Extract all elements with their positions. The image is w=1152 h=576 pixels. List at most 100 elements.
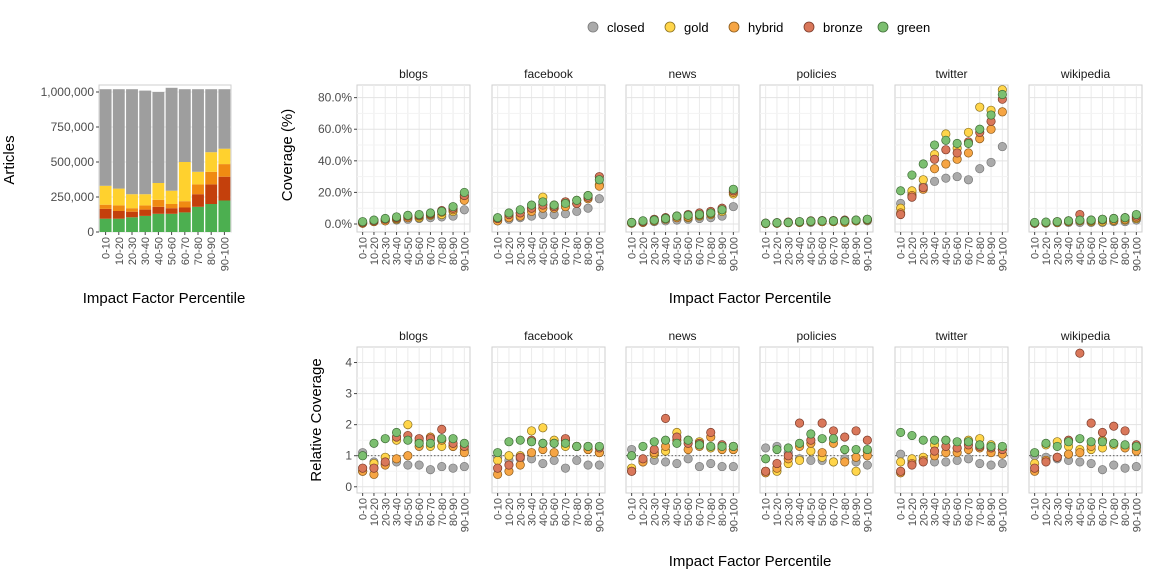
relative-point-blogs-closed xyxy=(448,463,458,473)
relative-point-policies-hybrid xyxy=(840,457,850,467)
relative-point-wikipedia-bronze xyxy=(1041,457,1051,467)
relative-point-wikipedia-closed xyxy=(1120,463,1130,473)
coverage-point-news-green xyxy=(672,211,682,221)
relative-x-tick-label: 40-50 xyxy=(1075,498,1087,526)
relative-point-twitter-green xyxy=(986,441,996,451)
bar-chart: 0 250,000 500,000 750,000 1,000,000 0-10 10-20… xyxy=(41,84,232,271)
relative-x-tick-label: 10-20 xyxy=(504,498,516,526)
relative-x-tick-label: 50-60 xyxy=(952,498,964,526)
relative-point-blogs-green xyxy=(459,438,469,448)
relative-point-policies-green xyxy=(817,434,827,444)
bar-bronze-40-50 xyxy=(152,206,165,214)
coverage-x-tick-label: 20-30 xyxy=(918,237,930,265)
relative-point-policies-bronze xyxy=(772,458,782,469)
relative-x-tick-label: 40-50 xyxy=(941,498,953,526)
relative-x-tick-label: 40-50 xyxy=(672,498,684,526)
coverage-x-tick-label: 50-60 xyxy=(1086,237,1098,265)
coverage-point-facebook-green xyxy=(594,175,604,185)
relative-x-tick-label: 40-50 xyxy=(538,498,550,526)
relative-x-tick-label: 90-100 xyxy=(728,498,740,532)
coverage-x-tick-label: 60-70 xyxy=(828,237,840,265)
coverage-x-tick-label: 20-30 xyxy=(515,237,527,265)
relative-point-blogs-green xyxy=(403,435,413,445)
relative-point-wikipedia-green xyxy=(1030,448,1040,458)
bar-gold-30-40 xyxy=(139,194,152,206)
coverage-x-tick-label: 40-50 xyxy=(806,237,818,265)
coverage-point-facebook-green xyxy=(583,191,593,201)
coverage-point-twitter-hybrid xyxy=(963,148,973,158)
bar-x-tick-label: 90-100 xyxy=(219,237,231,271)
relative-x-tick-label: 10-20 xyxy=(1041,498,1053,526)
relative-point-blogs-closed xyxy=(459,462,469,472)
bar-green-20-30 xyxy=(126,217,138,232)
coverage-x-tick-label: 20-30 xyxy=(1052,237,1064,265)
relative-point-wikipedia-green xyxy=(1109,438,1119,448)
coverage-x-tick-label: 70-80 xyxy=(572,237,584,265)
relative-point-wikipedia-green xyxy=(1075,434,1085,444)
legend-closed-marker xyxy=(587,21,599,33)
relative-point-twitter-green xyxy=(975,440,985,450)
coverage-facet-title-wikipedia: wikipedia xyxy=(1060,67,1111,81)
coverage-point-policies-green xyxy=(783,217,793,227)
relative-y-tick-label: 4 xyxy=(345,356,352,370)
bar-closed-30-40 xyxy=(139,90,152,195)
relative-point-blogs-hybrid xyxy=(403,451,413,461)
relative-point-policies-bronze xyxy=(783,451,793,461)
coverage-point-blogs-green xyxy=(369,215,379,225)
coverage-point-twitter-green xyxy=(907,170,917,180)
relative-x-tick-label: 60-70 xyxy=(828,498,840,526)
bar-bronze-10-20 xyxy=(112,211,125,219)
relative-x-tick-label: 60-70 xyxy=(1097,498,1109,526)
coverage-point-news-green xyxy=(717,205,727,215)
relative-point-facebook-closed xyxy=(594,460,604,470)
coverage-x-tick-label: 20-30 xyxy=(783,237,795,265)
coverage-point-facebook-green xyxy=(549,200,559,210)
coverage-x-tick-label: 40-50 xyxy=(1075,237,1087,265)
relative-point-policies-hybrid xyxy=(851,452,861,462)
legend-hybrid-marker xyxy=(728,21,740,33)
relative-point-news-bronze xyxy=(638,454,648,464)
relative-point-news-bronze xyxy=(627,466,637,476)
coverage-point-twitter-bronze xyxy=(929,154,940,164)
relative-point-facebook-gold xyxy=(526,426,537,436)
bar-green-60-70 xyxy=(178,212,191,232)
relative-point-blogs-closed xyxy=(425,465,435,475)
relative-point-policies-green xyxy=(783,443,793,453)
relative-point-wikipedia-green xyxy=(1052,441,1062,451)
coverage-point-blogs-green xyxy=(448,202,458,212)
relative-point-blogs-green xyxy=(380,434,390,444)
coverage-point-twitter-closed xyxy=(941,173,951,183)
relative-point-facebook-hybrid xyxy=(526,448,537,458)
relative-point-facebook-green xyxy=(572,441,582,451)
relative-x-tick-label: 0-10 xyxy=(493,498,505,520)
coverage-x-tick-label: 60-70 xyxy=(1097,237,1109,265)
bar-gold-40-50 xyxy=(152,183,165,200)
relative-x-tick-label: 80-90 xyxy=(1120,498,1132,526)
relative-point-blogs-hybrid xyxy=(391,454,402,464)
coverage-point-wikipedia-green xyxy=(1109,213,1119,224)
bar-closed-0-10 xyxy=(99,89,112,186)
relative-x-tick-label: 90-100 xyxy=(997,498,1009,532)
relative-point-news-green xyxy=(728,441,738,451)
coverage-point-facebook-green xyxy=(572,195,582,205)
relative-point-facebook-closed xyxy=(538,458,548,469)
bar-bronze-60-70 xyxy=(178,207,191,213)
coverage-x-tick-label: 60-70 xyxy=(963,237,975,265)
relative-point-news-closed xyxy=(728,462,738,472)
relative-x-tick-label: 50-60 xyxy=(1086,498,1098,526)
coverage-x-tick-label: 20-30 xyxy=(380,237,392,265)
coverage-x-tick-label: 70-80 xyxy=(437,237,449,265)
relative-x-tick-label: 60-70 xyxy=(963,498,975,526)
bar-bronze-80-90 xyxy=(205,184,218,204)
coverage-x-tick-label: 10-20 xyxy=(1041,237,1053,265)
relative-point-facebook-hybrid xyxy=(515,460,525,470)
bar-green-40-50 xyxy=(152,213,165,232)
bar-x-tick-label: 10-20 xyxy=(114,237,126,265)
coverage-point-facebook-green xyxy=(493,213,503,223)
coverage-x-axis-title: Impact Factor Percentile xyxy=(669,290,832,307)
relative-point-policies-green xyxy=(840,444,850,455)
coverage-x-tick-label: 0-10 xyxy=(358,237,370,259)
bar-closed-90-100 xyxy=(218,89,231,149)
coverage-y-tick-label: 60.0% xyxy=(318,122,352,136)
